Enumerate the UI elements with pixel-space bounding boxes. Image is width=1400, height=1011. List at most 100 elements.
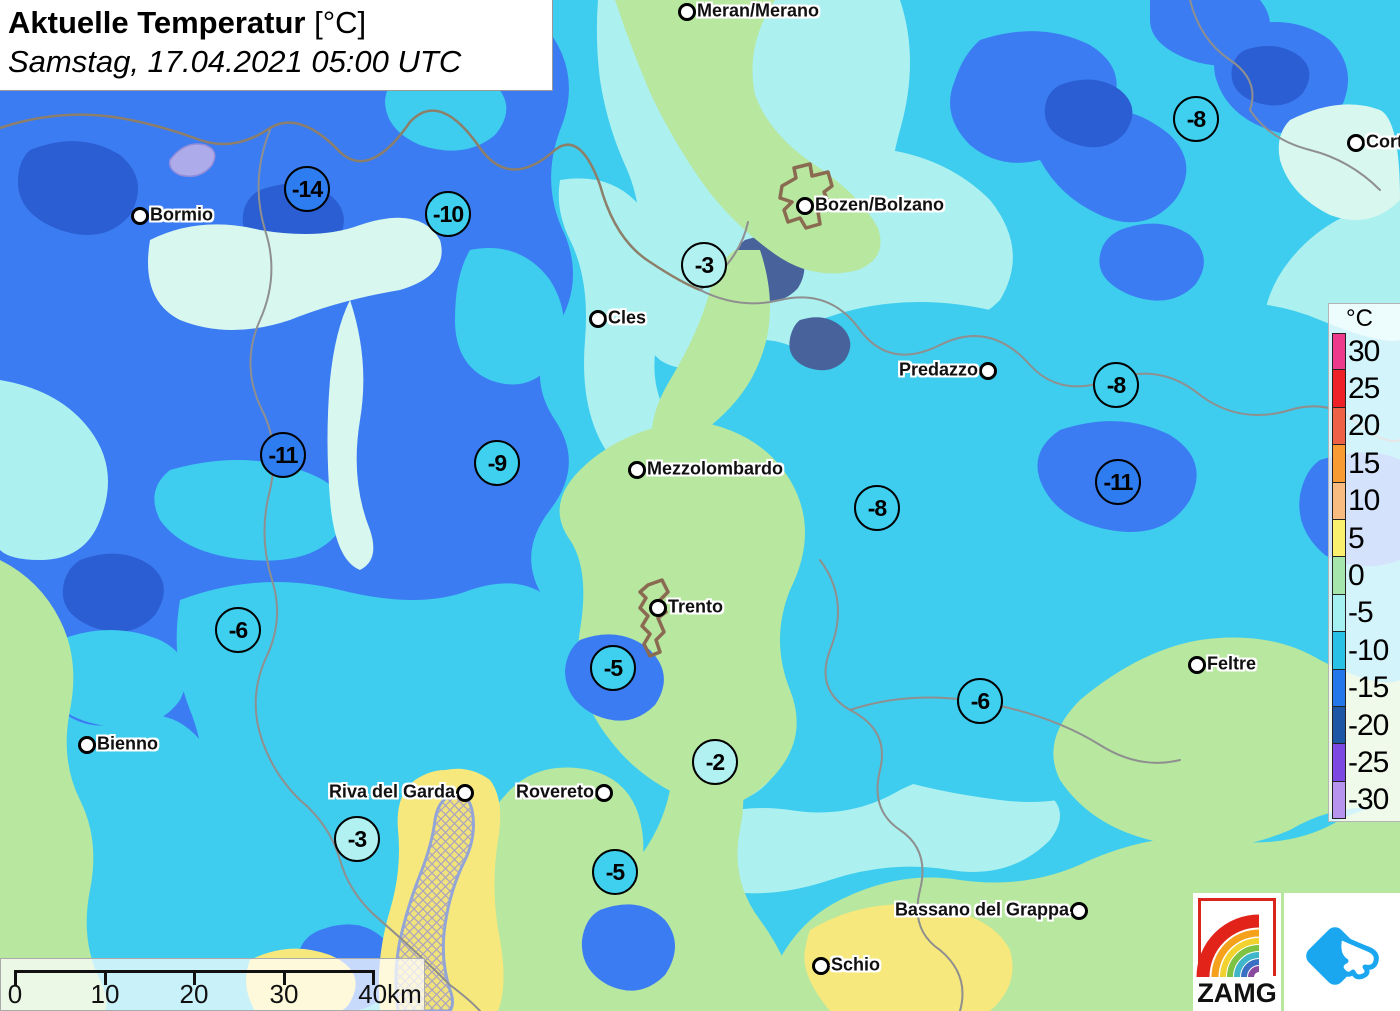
title-box: Aktuelle Temperatur [°C] Samstag, 17.04.… [0,0,553,91]
zamg-logo-frame [1198,898,1276,976]
zamg-rainbow-icon [1196,914,1260,978]
legend-tick-label: 5 [1348,521,1365,555]
scalebar-label: 10 [90,979,120,1009]
city-marker-icon [595,784,613,802]
legend-row: -15 [1332,669,1398,707]
scalebar-tick [193,970,196,985]
station-temperature-value: -9 [487,449,507,476]
station-bubble: -14 [284,166,330,212]
page-subtitle: Samstag, 17.04.2021 05:00 UTC [8,43,462,79]
legend-row: -10 [1332,632,1398,670]
station-bubble: -11 [260,432,306,478]
lake-garda [394,792,475,1011]
station-bubble: -6 [957,678,1003,724]
city-marker-icon [1347,134,1365,152]
city-marker-icon [678,3,696,21]
station-temperature-value: -8 [1186,105,1206,132]
city-label: Cortina [1366,131,1400,152]
legend-swatch [1332,333,1346,371]
city-marker-icon [628,461,646,479]
scalebar-label: 20 [179,979,209,1009]
city-marker-icon [796,197,814,215]
scalebar-tick [14,970,17,985]
station-bubble: -3 [681,242,727,288]
legend-swatch [1332,781,1346,820]
legend-tick-label: 0 [1348,559,1365,593]
station-temperature-value: -11 [268,441,299,468]
legend-tick-label: 30 [1348,334,1380,368]
city-label: Rovereto [515,781,594,802]
station-temperature-value: -5 [605,858,625,885]
legend-swatch [1332,407,1346,446]
city-marker-icon [649,599,667,617]
legend-tick-label: -20 [1348,708,1389,742]
legend-tick-label: -15 [1348,671,1389,705]
station-bubble: -2 [692,739,738,785]
legend-tick-label: -10 [1348,633,1389,667]
city-marker-icon [78,736,96,754]
legend-row: 15 [1332,445,1398,483]
station-temperature-value: -6 [228,616,248,643]
zamg-logo: ZAMG [1193,893,1281,1011]
legend-row: -30 [1332,781,1398,820]
reservoir [168,143,216,177]
city-marker-icon [456,784,474,802]
distance-scalebar: 0 10 20 30 40km [0,958,425,1011]
city-marker-icon [589,310,607,328]
mountain-cloud-icon [1306,927,1379,985]
city-label: Bassano del Grappa [894,899,1069,920]
station-bubble: -9 [474,440,520,486]
city-label: Trento [668,596,724,617]
station-temperature-value: -3 [347,825,367,852]
station-bubble: -8 [1093,362,1139,408]
station-temperature-value: -3 [694,251,714,278]
title-units: [°C] [314,5,367,40]
station-bubble: -6 [215,607,261,653]
scalebar-tick [372,970,375,985]
city-boundaries [638,162,834,658]
legend-swatch [1332,706,1346,745]
legend-row: -25 [1332,744,1398,782]
station-bubble: -5 [592,849,638,895]
legend-unit-label: °C [1346,305,1373,332]
weather-app-logo [1284,893,1400,1011]
station-bubble: -10 [425,191,471,237]
station-bubble: -8 [1173,96,1219,142]
legend-tick-label: -30 [1348,783,1389,817]
city-marker-icon [812,957,830,975]
station-temperature-value: -5 [603,654,623,681]
city-marker-icon [1188,656,1206,674]
legend-tick-label: 25 [1348,372,1380,406]
page-title: Aktuelle Temperatur [°C] [8,5,367,40]
legend-swatch [1332,519,1346,558]
station-temperature-value: -14 [291,175,323,202]
legend-row: -5 [1332,594,1398,633]
city-label: Bozen/Bolzano [815,194,944,215]
city-label: Bormio [150,204,213,225]
legend-row: 0 [1332,557,1398,595]
city-label: Riva del Garda [328,781,455,802]
station-temperature-value: -10 [432,200,464,227]
station-bubble: -11 [1095,459,1141,505]
legend-swatch [1332,557,1346,595]
station-temperature-value: -2 [705,748,725,775]
legend-swatch [1332,669,1346,707]
temperature-legend: °C 30 25 20 15 10 5 0 -5 -10 -15 -20 -25 -30 [1328,303,1400,822]
legend-swatch [1332,632,1346,670]
scalebar-label: 40km [358,979,422,1009]
legend-row: 25 [1332,370,1398,408]
legend-swatch [1332,744,1346,782]
legend-colorbar: 30 25 20 15 10 5 0 -5 -10 -15 -20 -25 -30 [1332,333,1398,820]
legend-tick-label: -5 [1348,596,1374,630]
station-temperature-value: -11 [1103,468,1134,495]
legend-tick-label: 10 [1348,484,1380,518]
legend-row: -20 [1332,706,1398,745]
zamg-logo-text: ZAMG [1197,978,1277,1008]
station-bubble: -3 [334,816,380,862]
legend-tick-label: 20 [1348,409,1380,443]
city-label: Predazzo [898,359,978,380]
city-label: Cles [608,307,647,328]
